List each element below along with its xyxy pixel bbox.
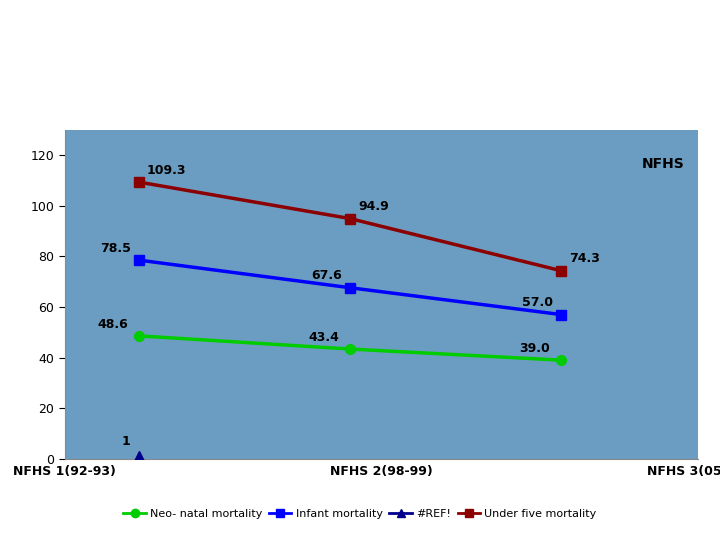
Text: 1: 1 xyxy=(122,435,131,448)
Text: NFHS 2(98-99): NFHS 2(98-99) xyxy=(330,465,433,478)
Text: 57.0: 57.0 xyxy=(522,296,553,309)
Text: Perceptible decline in U5MR
(Needs acceleration to >7 points to achieve NRHM goa: Perceptible decline in U5MR (Needs accel… xyxy=(91,11,629,102)
Text: 78.5: 78.5 xyxy=(100,242,131,255)
Text: 48.6: 48.6 xyxy=(97,318,128,330)
Text: 74.3: 74.3 xyxy=(570,252,600,265)
Text: 39.0: 39.0 xyxy=(519,342,550,355)
Text: 67.6: 67.6 xyxy=(311,269,342,282)
Text: 43.4: 43.4 xyxy=(308,330,339,343)
Text: NFHS 1(92-93): NFHS 1(92-93) xyxy=(14,465,116,478)
Text: NFHS: NFHS xyxy=(642,158,684,172)
Legend: Neo- natal mortality, Infant mortality, #REF!, Under five mortality: Neo- natal mortality, Infant mortality, … xyxy=(119,505,601,524)
Text: 109.3: 109.3 xyxy=(147,164,186,177)
Text: 94.9: 94.9 xyxy=(359,200,389,213)
Text: NFHS 3(05-06): NFHS 3(05-06) xyxy=(647,465,720,478)
